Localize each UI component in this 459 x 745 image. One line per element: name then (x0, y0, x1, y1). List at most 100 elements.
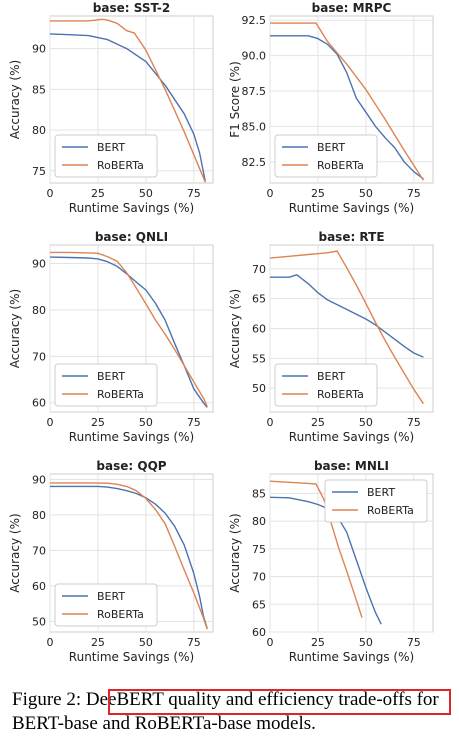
y-tick-label: 75 (32, 165, 46, 178)
y-tick-label: 75 (252, 543, 266, 556)
y-tick-label: 50 (252, 382, 266, 395)
y-axis-label: Accuracy (%) (8, 513, 22, 592)
series-line-roberta (50, 18, 206, 183)
x-tick-label: 50 (359, 416, 373, 429)
y-axis-label: Accuracy (%) (228, 289, 242, 368)
legend-label: BERT (317, 141, 345, 154)
x-tick-label: 25 (91, 187, 105, 200)
caption-label: Figure 2: (12, 689, 82, 710)
x-tick-label: 0 (267, 416, 274, 429)
x-axis-label: Runtime Savings (%) (289, 201, 414, 215)
x-tick-label: 25 (311, 636, 325, 649)
y-tick-label: 70 (32, 350, 46, 363)
y-tick-label: 85.0 (242, 120, 267, 133)
x-tick-label: 75 (407, 636, 421, 649)
y-tick-label: 65 (252, 598, 266, 611)
x-tick-label: 75 (187, 416, 201, 429)
y-tick-label: 82.5 (242, 156, 267, 169)
y-tick-label: 60 (252, 626, 266, 639)
figure-caption: Figure 2: DeeBERT quality and efficiency… (12, 688, 452, 736)
legend-label: BERT (367, 486, 395, 499)
x-axis-label: Runtime Savings (%) (69, 201, 194, 215)
legend: BERT RoBERTa (54, 363, 158, 407)
y-tick-label: 90.0 (242, 50, 267, 63)
legend-label: BERT (97, 370, 125, 383)
chart-panel-5: 0 25 50 75 50 60 70 80 90 base: QQP Runtime Saving… (8, 459, 214, 664)
legend-label: RoBERTa (317, 388, 364, 401)
series-line-bert (49, 33, 206, 182)
y-tick-label: 85 (252, 487, 266, 500)
y-axis-label: F1 Score (%) (228, 61, 242, 138)
x-tick-label: 25 (311, 416, 325, 429)
chart-panel-6: 0 25 50 75 60 65 70 75 80 85 base: MNLI Runtime Sav… (228, 459, 434, 664)
legend-label: RoBERTa (317, 159, 364, 172)
series-line-roberta (269, 250, 424, 405)
chart-title: base: QNLI (95, 230, 168, 244)
chart-panel-3: 0 25 50 75 60 70 80 90 base: QNLI Runtime Savings… (8, 230, 214, 444)
series-line-roberta (270, 22, 424, 181)
chart-title: base: MRPC (312, 1, 392, 15)
series-line-bert (270, 35, 424, 180)
chart-panel-4: 0 25 50 75 50 55 60 65 70 base: RTE Runtime Saving… (228, 230, 434, 444)
legend-label: RoBERTa (97, 608, 144, 621)
y-tick-label: 87.5 (242, 85, 267, 98)
y-axis-label: Accuracy (%) (228, 513, 242, 592)
x-tick-label: 0 (47, 187, 54, 200)
series-line-roberta (50, 251, 208, 407)
x-tick-label: 75 (407, 416, 421, 429)
legend-label: BERT (97, 141, 125, 154)
y-tick-label: 90 (32, 43, 46, 56)
x-tick-label: 25 (311, 187, 325, 200)
y-axis-label: Accuracy (%) (8, 289, 22, 368)
chart-title: base: SST-2 (93, 1, 170, 15)
x-tick-label: 0 (267, 187, 274, 200)
y-tick-label: 80 (32, 509, 46, 522)
y-tick-label: 70 (32, 544, 46, 557)
legend: BERT RoBERTa (324, 479, 428, 523)
x-tick-label: 0 (47, 416, 54, 429)
legend: BERT RoBERTa (54, 583, 158, 627)
x-tick-label: 75 (187, 636, 201, 649)
x-tick-label: 50 (139, 416, 153, 429)
chart-title: base: RTE (318, 230, 384, 244)
x-axis-label: Runtime Savings (%) (69, 650, 194, 664)
y-tick-label: 92.5 (242, 14, 267, 27)
legend: BERT RoBERTa (274, 363, 378, 407)
x-tick-label: 25 (91, 636, 105, 649)
series-line-bert (269, 496, 382, 625)
x-axis-label: Runtime Savings (%) (69, 430, 194, 444)
x-tick-label: 75 (187, 187, 201, 200)
legend-box (54, 134, 158, 178)
y-tick-label: 60 (252, 323, 266, 336)
series-line-roberta (50, 482, 208, 630)
x-tick-label: 25 (91, 416, 105, 429)
chart-panel-2: 0 25 50 75 82.5 85.0 87.5 90.0 92.5 base: MRPC Run… (228, 1, 434, 215)
y-tick-label: 90 (32, 258, 46, 271)
legend: BERT RoBERTa (54, 134, 158, 178)
y-axis-label: Accuracy (%) (8, 60, 22, 139)
y-tick-label: 60 (32, 397, 46, 410)
y-tick-label: 50 (32, 615, 46, 628)
x-tick-label: 75 (407, 187, 421, 200)
y-tick-label: 70 (252, 571, 266, 584)
x-tick-label: 50 (359, 636, 373, 649)
x-tick-label: 50 (139, 636, 153, 649)
figure-charts: 0 25 50 75 75 80 85 90 base: SST-2 Runtime Saving… (8, 1, 434, 664)
y-tick-label: 85 (32, 83, 46, 96)
y-tick-label: 80 (32, 304, 46, 317)
y-tick-label: 60 (32, 580, 46, 593)
legend-label: BERT (97, 590, 125, 603)
chart-panel-1: 0 25 50 75 75 80 85 90 base: SST-2 Runtime Saving… (8, 1, 214, 215)
legend-label: RoBERTa (97, 388, 144, 401)
y-tick-label: 80 (252, 515, 266, 528)
chart-title: base: QQP (96, 459, 166, 473)
y-tick-label: 80 (32, 124, 46, 137)
legend-label: BERT (317, 370, 345, 383)
legend: BERT RoBERTa (274, 134, 378, 178)
legend-box (274, 363, 378, 407)
x-axis-label: Runtime Savings (%) (289, 430, 414, 444)
caption-text: DeeBERT quality and efficiency trade-off… (12, 689, 439, 734)
y-tick-label: 90 (32, 473, 46, 486)
y-tick-label: 55 (252, 352, 266, 365)
legend-box (274, 134, 378, 178)
